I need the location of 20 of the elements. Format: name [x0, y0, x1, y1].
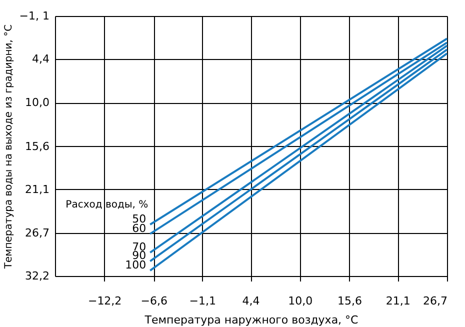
x-tick-label: −1,1 [189, 294, 216, 308]
y-tick-label: 10,0 [25, 96, 50, 110]
series-label: 60 [132, 222, 146, 235]
series-label: 100 [125, 258, 146, 272]
y-axis-title: Температура воды на выходе из градирни, °C [3, 24, 14, 270]
y-tick-label: 32,2 [25, 270, 50, 282]
x-tick-label: −12,2 [88, 294, 122, 308]
y-tick-label: 15,6 [25, 140, 50, 153]
x-axis-title: Температура наружного воздуха, °C [144, 314, 359, 326]
x-tick-label: −6,6 [140, 294, 168, 308]
x-tick-label: 15,6 [337, 294, 362, 308]
x-tick-label: 10,0 [288, 294, 313, 308]
legend-title: Расход воды, % [66, 199, 148, 210]
y-tick-label: 26,7 [25, 226, 50, 240]
x-tick-label: 4,4 [242, 294, 260, 308]
y-tick-label: 4,4 [32, 52, 50, 66]
y-tick-label: −1, 1 [19, 10, 50, 22]
x-tick-label: 26,7 [423, 294, 448, 308]
x-tick-label: 21,1 [386, 294, 410, 308]
y-tick-label: 21,1 [25, 182, 50, 196]
